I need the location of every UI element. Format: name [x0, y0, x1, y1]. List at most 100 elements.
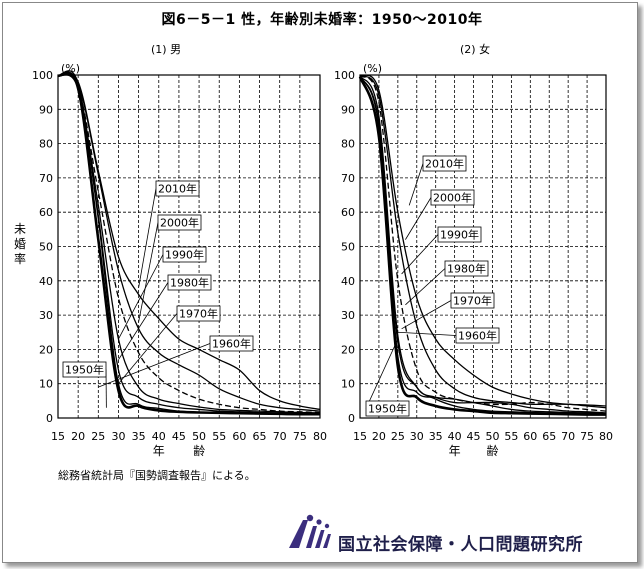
- annotation-label: 1990年: [440, 228, 479, 242]
- y-tick-label: 80: [39, 138, 53, 151]
- annotation-label: 2010年: [425, 157, 464, 171]
- x-tick-label: 60: [232, 430, 246, 443]
- institute-logo-icon: [289, 514, 331, 548]
- y-unit-label: (%): [363, 62, 382, 75]
- x-tick-label: 25: [391, 430, 405, 443]
- annotation-leader: [138, 188, 157, 288]
- series-line-1990: [359, 75, 607, 412]
- panel-title-female: (2) 女: [460, 43, 491, 56]
- series-line-2010: [359, 74, 607, 407]
- annotation-leader: [401, 300, 452, 330]
- annotation-label: 2000年: [433, 191, 472, 205]
- y-tick-label: 50: [39, 241, 53, 254]
- page-title: 図6－5－1 性，年齢別未婚率：1950～2010年: [161, 12, 483, 28]
- chart-area: 0 10 20 30 40 50 60 70 80 90 100 15 20 25 30 35 40 45 50 55…: [32, 62, 613, 458]
- x-tick-label: 35: [429, 430, 443, 443]
- annotation-leader: [405, 268, 446, 306]
- x-tick-label: 55: [212, 430, 226, 443]
- y-tick-label: 30: [341, 309, 355, 322]
- annotation-label: 1960年: [212, 337, 251, 351]
- x-tick-label: 70: [561, 430, 575, 443]
- x-tick-label: 45: [172, 430, 186, 443]
- annotation-label: 2000年: [160, 216, 199, 230]
- annotation-label: 1980年: [447, 262, 486, 276]
- x-tick-label: 65: [253, 430, 267, 443]
- annotation-box: [450, 292, 495, 309]
- annotation-leader: [397, 331, 457, 336]
- annotation-leader: [118, 313, 178, 384]
- x-tick-label: 40: [152, 430, 166, 443]
- annotation-box: [444, 260, 489, 277]
- y-tick-label: 10: [39, 378, 53, 391]
- annotation-box: [155, 180, 200, 197]
- plot-border: [359, 74, 607, 419]
- y-tick-label: 100: [334, 69, 355, 82]
- annotation-label: 1990年: [165, 248, 204, 262]
- x-axis-label-age1: 年: [153, 444, 165, 458]
- y-tick-label: 0: [46, 412, 53, 425]
- series-line-2010: [57, 72, 321, 411]
- x-tick-label: 45: [467, 430, 481, 443]
- annotation-leader: [365, 338, 399, 409]
- annotation-label: 1970年: [453, 294, 492, 308]
- annotation-box: [455, 327, 500, 344]
- annotation-box: [422, 155, 467, 172]
- x-tick-label: 20: [71, 430, 85, 443]
- x-tick-label: 30: [410, 430, 424, 443]
- series-line-1960: [359, 76, 607, 415]
- annotation-leader: [98, 343, 211, 388]
- series-line-1980: [57, 74, 321, 414]
- organization-name: 国立社会保障・人口問題研究所: [338, 535, 583, 555]
- y-tick-label: 90: [39, 103, 53, 116]
- series-line-2000: [57, 73, 321, 412]
- x-tick-label: 60: [523, 430, 537, 443]
- x-tick-label: 25: [91, 430, 105, 443]
- x-tick-label: 65: [542, 430, 556, 443]
- annotation-label: 1980年: [170, 276, 209, 290]
- annotation-box: [437, 226, 482, 243]
- annotation-box: [430, 189, 475, 206]
- panel-female: 0 10 20 30 40 50 60 70 80 90 100 15 20 25 30 35 40 45 50 55…: [334, 62, 613, 458]
- x-tick-label: 80: [599, 430, 613, 443]
- y-tick-label: 40: [39, 275, 53, 288]
- annotation-label: 1960年: [458, 329, 497, 343]
- series-line-1990: [57, 74, 321, 414]
- y-tick-label: 40: [341, 275, 355, 288]
- y-tick-label: 70: [341, 172, 355, 185]
- y-tick-label: 80: [341, 138, 355, 151]
- x-axis-label-age2: 齢: [193, 443, 205, 458]
- annotation-box: [176, 305, 221, 322]
- annotation-leader: [408, 163, 424, 206]
- panel-title-male: (1) 男: [151, 43, 182, 56]
- x-tick-label: 50: [485, 430, 499, 443]
- series-line-1980: [359, 75, 607, 414]
- y-tick-label: 10: [341, 378, 355, 391]
- x-tick-label: 15: [51, 430, 65, 443]
- y-tick-label: 50: [341, 241, 355, 254]
- source-note: 総務省統計局『国勢調査報告』による。: [58, 469, 256, 482]
- y-tick-label: 90: [341, 103, 355, 116]
- x-tick-label: 20: [372, 430, 386, 443]
- x-tick-label: 15: [353, 430, 367, 443]
- y-tick-label: 60: [341, 206, 355, 219]
- annotation-leader: [405, 197, 432, 240]
- x-tick-label: 40: [448, 430, 462, 443]
- annotation-label: 1950年: [368, 402, 407, 416]
- annotation-label: 2010年: [158, 182, 197, 196]
- x-tick-label: 50: [192, 430, 206, 443]
- x-tick-label: 75: [293, 430, 307, 443]
- series-line-1970: [57, 73, 321, 415]
- annotation-leader: [401, 234, 439, 275]
- x-tick-label: 35: [132, 430, 146, 443]
- annotation-box: [365, 400, 410, 417]
- plot-border: [57, 74, 321, 419]
- x-axis-label-age1: 年: [449, 444, 461, 458]
- y-tick-label: 60: [39, 206, 53, 219]
- series-line-1950: [358, 76, 607, 416]
- annotation-leader: [138, 222, 159, 323]
- annotation-leader: [118, 254, 164, 340]
- annotation-leader: [118, 282, 169, 360]
- x-tick-label: 55: [504, 430, 518, 443]
- annotation-box: [157, 214, 202, 231]
- y-axis-label: 未婚率: [13, 222, 26, 266]
